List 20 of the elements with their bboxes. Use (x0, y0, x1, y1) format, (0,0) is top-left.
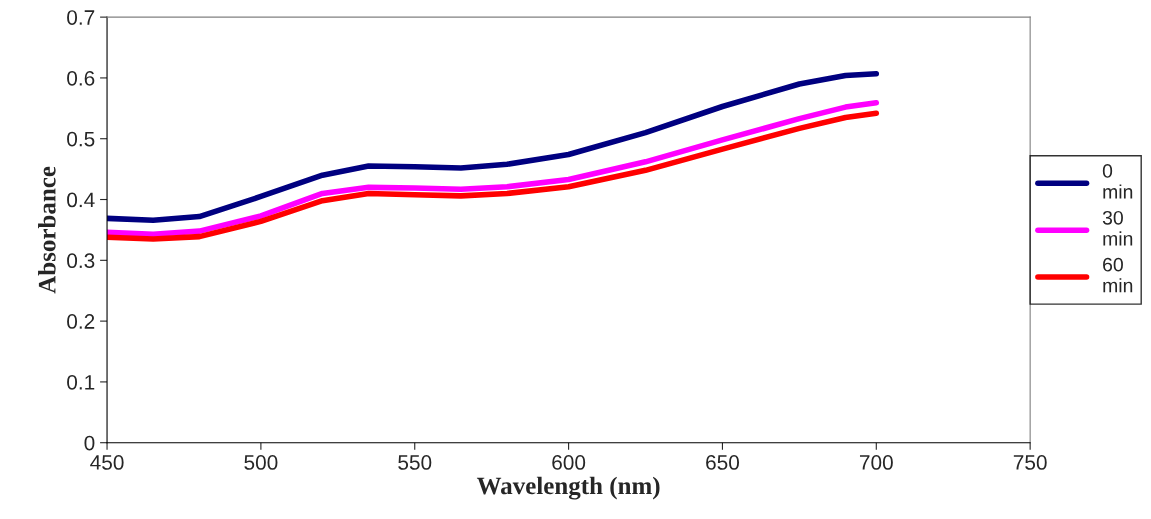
legend-label: 30 min (1102, 210, 1133, 246)
y-tick-label: 0 (84, 435, 95, 451)
y-tick-label: 0.6 (67, 70, 95, 86)
y-tick-label: 0.2 (67, 314, 95, 329)
legend-label: 0 min (1102, 164, 1133, 199)
legend-label: 60 min (1103, 257, 1133, 293)
x-tick-label: 750 (1013, 455, 1047, 470)
y-tick-label: 0.3 (67, 253, 95, 269)
y-tick-label: 0.7 (67, 10, 95, 25)
x-tick-label: 500 (244, 455, 278, 470)
x-tick-label: 550 (398, 455, 432, 470)
y-tick-label: 0.5 (67, 131, 95, 147)
y-axis-title: Absorbance (38, 166, 56, 294)
y-tick-label: 0.1 (67, 374, 95, 390)
x-axis-title: Wavelength (nm) (476, 476, 660, 500)
x-tick-label: 600 (552, 455, 586, 470)
x-tick-label: 700 (859, 455, 893, 470)
y-tick-label: 0.4 (67, 192, 95, 208)
x-tick-label: 650 (706, 455, 740, 470)
x-tick-label: 450 (90, 455, 124, 470)
